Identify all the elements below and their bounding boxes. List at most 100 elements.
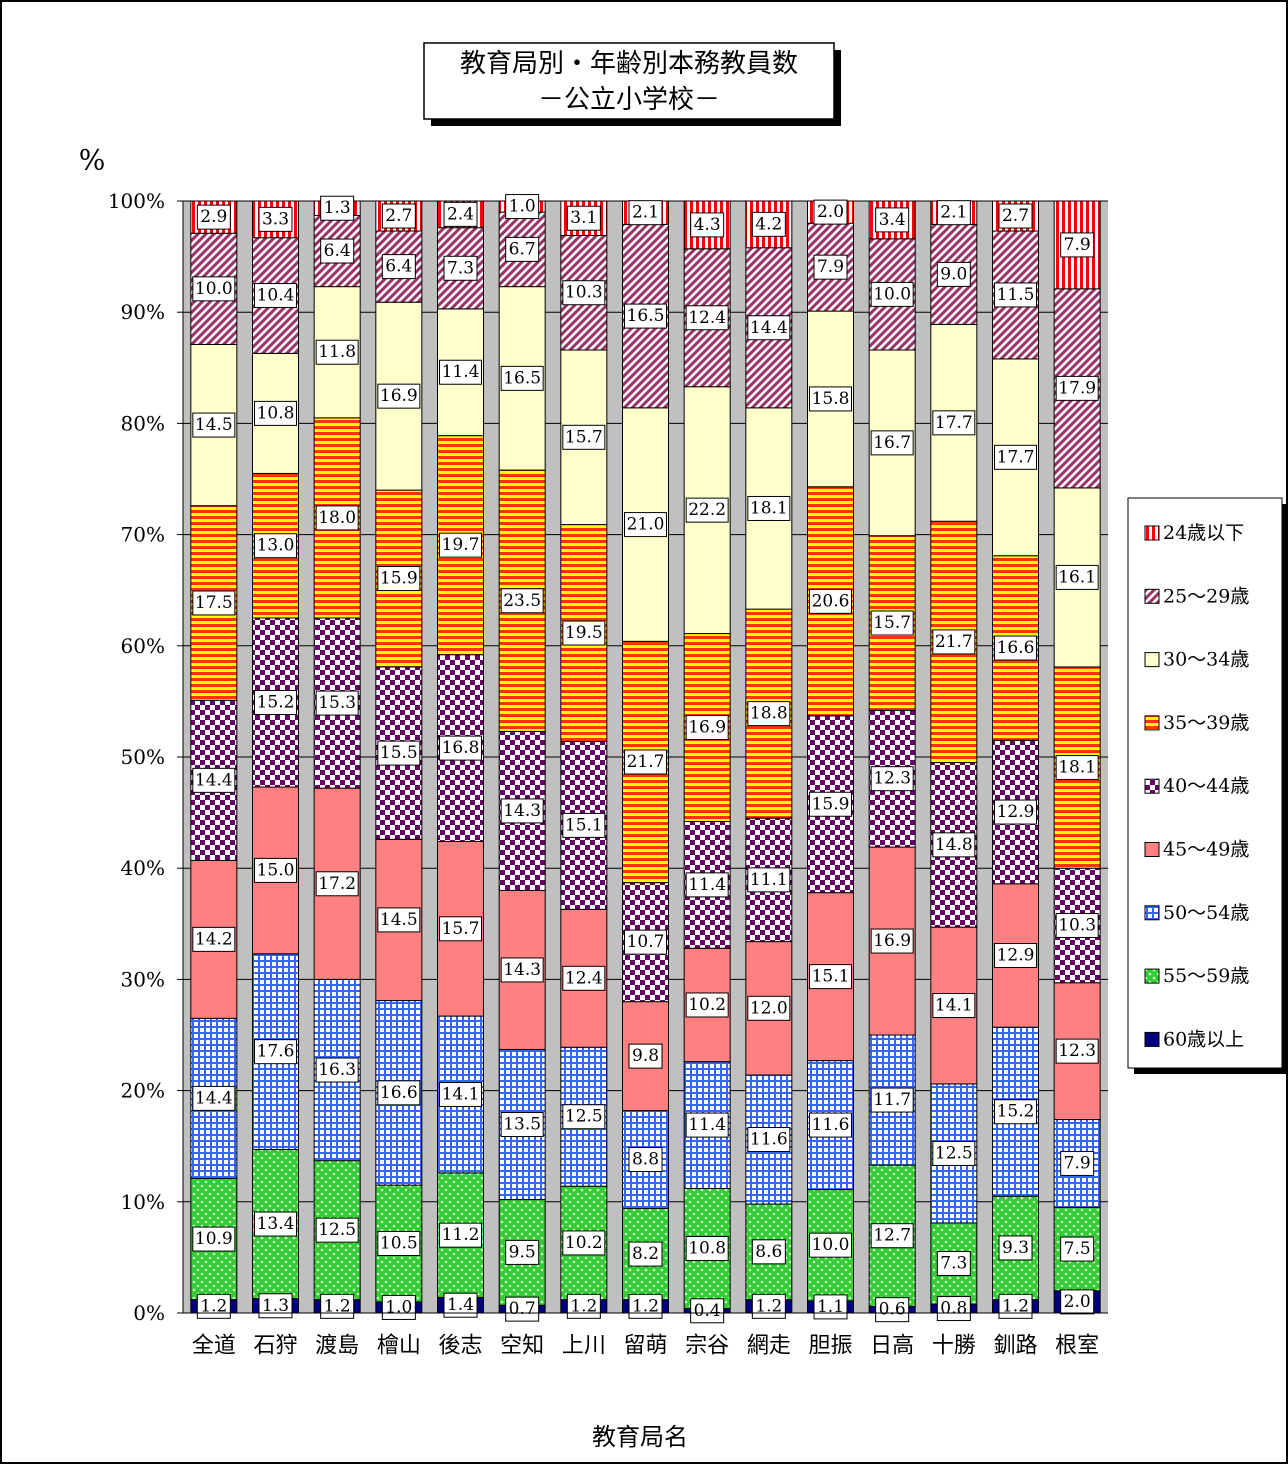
legend-swatch	[1144, 778, 1160, 794]
data-label: 6.7	[509, 239, 536, 259]
data-label: 1.2	[324, 1296, 351, 1316]
data-label-box	[690, 212, 725, 238]
data-label-box	[500, 798, 544, 824]
data-label-box	[624, 303, 667, 329]
data-label-box	[254, 1211, 297, 1237]
data-label-box	[994, 942, 1037, 968]
data-label: 4.3	[694, 215, 721, 235]
data-label-box	[624, 512, 667, 538]
data-label: 11.4	[442, 362, 480, 382]
data-label-box	[562, 1104, 606, 1130]
data-label: 11.4	[688, 1115, 726, 1135]
data-label: 1.3	[262, 1296, 289, 1316]
data-label: 11.5	[997, 285, 1035, 305]
data-label: 10.3	[565, 283, 603, 303]
data-label: 23.5	[503, 591, 541, 611]
x-tick-label: 留萌	[623, 1334, 667, 1359]
data-label-box	[751, 1293, 786, 1319]
data-label: 15.9	[812, 794, 850, 814]
data-label: 14.1	[935, 996, 973, 1016]
data-label-box	[747, 1127, 791, 1153]
data-label-box	[320, 238, 355, 264]
data-label: 7.9	[817, 257, 844, 277]
data-label-box	[998, 1293, 1033, 1319]
data-label-box	[936, 200, 971, 226]
data-label-box	[505, 1239, 540, 1265]
data-label: 7.5	[1064, 1239, 1091, 1259]
data-label: 1.1	[817, 1297, 844, 1317]
data-label: 2.0	[817, 202, 844, 222]
data-label-box	[870, 430, 914, 456]
data-label: 4.2	[755, 214, 782, 234]
data-label: 8.2	[632, 1244, 659, 1264]
x-axis-label: 教育局名	[592, 1423, 688, 1451]
data-label-box	[505, 194, 540, 220]
chart-title: 教育局別・年齢別本務教員数	[460, 49, 798, 79]
data-label-box	[809, 964, 852, 990]
x-tick-label: 空知	[500, 1334, 544, 1359]
data-label-box	[500, 365, 544, 391]
data-label-box	[870, 610, 914, 636]
data-label: 21.7	[935, 632, 973, 652]
data-label: 15.7	[565, 427, 603, 447]
data-label-box	[500, 1112, 544, 1138]
data-label-box	[196, 1293, 231, 1319]
data-label-box	[685, 497, 729, 523]
data-label-box	[936, 261, 971, 287]
y-tick-label: 50%	[121, 745, 165, 769]
data-label: 2.9	[200, 207, 227, 227]
data-label-box	[562, 424, 606, 450]
y-tick-label: 0%	[133, 1301, 165, 1325]
y-tick-label: 90%	[121, 300, 165, 324]
data-label-box	[192, 926, 236, 952]
data-label: 13.0	[257, 536, 295, 556]
data-label: 17.9	[1058, 378, 1096, 398]
data-label: 10.3	[1058, 915, 1096, 935]
x-tick-label: 全道	[192, 1334, 236, 1359]
y-tick-label: 30%	[121, 967, 165, 991]
data-label-box	[932, 629, 976, 655]
data-label: 12.5	[565, 1107, 603, 1127]
data-label: 18.1	[1058, 758, 1096, 778]
data-label: 11.4	[688, 875, 726, 895]
data-label-box	[932, 1140, 976, 1166]
data-label-box	[439, 359, 482, 385]
data-label: 15.9	[380, 569, 418, 589]
legend-label: 40～44歳	[1163, 775, 1249, 797]
x-tick-label: 檜山	[377, 1334, 421, 1359]
data-label: 12.4	[565, 968, 603, 988]
data-label-box	[192, 1226, 236, 1252]
data-label: 16.3	[318, 1060, 356, 1080]
data-label-box	[439, 532, 482, 558]
data-label-box	[685, 715, 729, 741]
data-label-box	[690, 1298, 725, 1324]
data-label: 1.0	[509, 197, 536, 217]
data-label: 16.9	[873, 931, 911, 951]
data-label-box	[870, 928, 914, 954]
data-label-box	[747, 315, 791, 341]
data-label: 1.3	[324, 198, 351, 218]
data-label-box	[505, 236, 540, 262]
x-tick-label: 日高	[870, 1334, 914, 1359]
data-label-box	[315, 690, 359, 716]
data-label: 11.2	[442, 1225, 480, 1245]
data-label-box	[685, 872, 729, 898]
data-label: 0.6	[879, 1300, 906, 1320]
data-label-box	[813, 1294, 848, 1320]
y-tick-label: 80%	[121, 411, 165, 435]
data-label-box	[936, 1251, 971, 1277]
legend-label: 35～39歳	[1163, 712, 1249, 734]
data-label: 16.9	[380, 386, 418, 406]
legend-label: 50～54歳	[1163, 902, 1249, 924]
data-label-box	[192, 276, 236, 302]
data-label: 19.5	[565, 623, 603, 643]
data-label-box	[747, 995, 791, 1021]
data-label: 16.1	[1058, 567, 1096, 587]
legend-swatch	[1144, 842, 1160, 857]
data-label-box	[628, 1043, 663, 1069]
data-label-box	[192, 590, 236, 616]
data-label: 12.5	[318, 1220, 356, 1240]
data-label-box	[932, 993, 976, 1019]
data-label-box	[562, 1230, 606, 1256]
legend-label: 25～29歳	[1163, 585, 1249, 607]
